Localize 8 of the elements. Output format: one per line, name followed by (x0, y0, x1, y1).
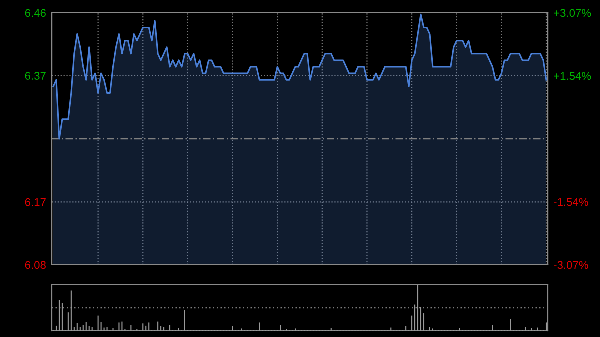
y2-tick-label: +3.07% (554, 9, 592, 18)
y2-tick-label: +1.54% (554, 72, 592, 80)
y2-tick-label: -1.54% (554, 198, 588, 206)
y-tick-label: 6.46 (25, 9, 46, 18)
y-tick-label: 6.08 (25, 261, 46, 270)
y-tick-label: 6.37 (25, 72, 46, 80)
y2-tick-label: -3.07% (554, 261, 588, 270)
y-tick-label: 6.17 (25, 198, 46, 206)
